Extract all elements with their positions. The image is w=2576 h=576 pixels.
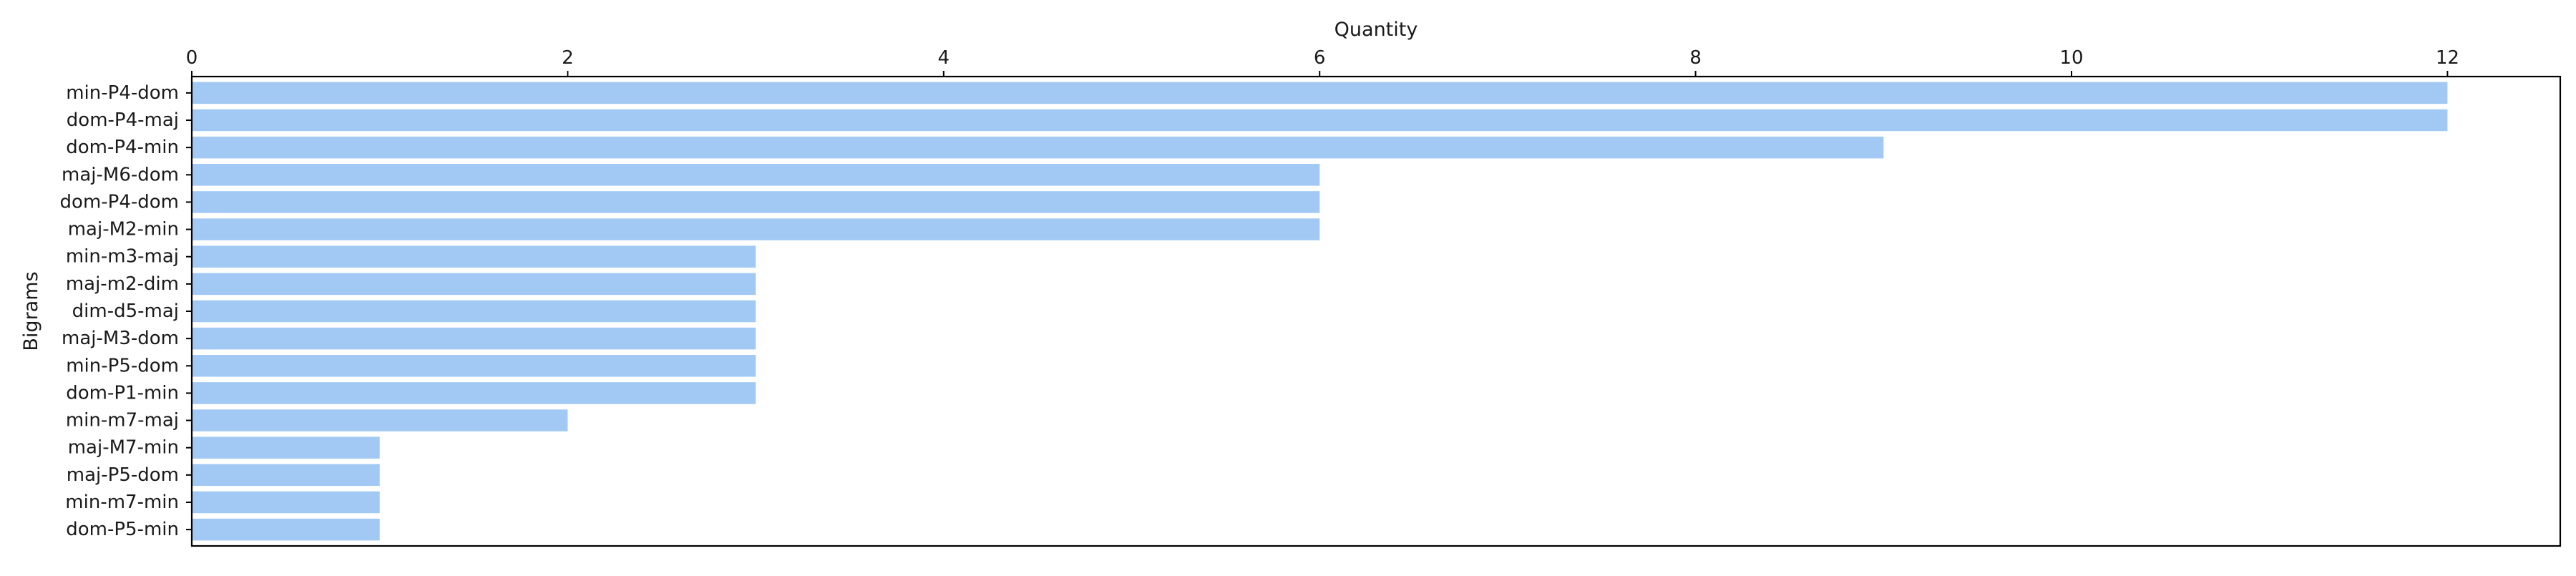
y-tick-label: min-m7-min	[65, 492, 179, 513]
bar-min-P4-dom	[192, 82, 2448, 104]
bar-min-m7-min	[192, 491, 380, 514]
y-tick-label: dom-P5-min	[66, 519, 179, 540]
y-axis-label: Bigrams	[20, 271, 42, 351]
bar-dim-d5-maj	[192, 300, 756, 323]
bar-maj-M3-dom	[192, 327, 756, 350]
y-tick-label: dom-P4-dom	[60, 191, 179, 213]
y-axis-ticks: min-P4-dom dom-P4-maj dom-P4-min maj-M6-dom…	[60, 82, 192, 540]
x-tick-label: 4	[938, 47, 950, 69]
x-tick-label: 12	[2436, 47, 2459, 69]
bar-dom-P1-min	[192, 382, 756, 404]
y-tick-label: maj-M6-dom	[62, 164, 179, 185]
bar-maj-M2-min	[192, 218, 1320, 240]
x-tick-label: 10	[2059, 47, 2083, 69]
x-tick-label: 8	[1689, 47, 1702, 69]
bar-dom-P5-min	[192, 518, 380, 541]
bar-maj-P5-dom	[192, 464, 380, 487]
x-tick-label: 0	[186, 47, 198, 69]
y-tick-label: dom-P1-min	[66, 382, 179, 404]
bar-maj-M6-dom	[192, 164, 1320, 186]
y-tick-label: min-P4-dom	[66, 82, 179, 104]
bar-maj-m2-dim	[192, 273, 756, 296]
y-tick-label: maj-m2-dim	[66, 273, 179, 295]
x-tick-label: 2	[562, 47, 574, 69]
y-tick-label: dim-d5-maj	[72, 301, 179, 322]
y-tick-label: maj-M2-min	[68, 219, 179, 240]
bar-dom-P4-dom	[192, 191, 1320, 213]
y-tick-label: dom-P4-min	[66, 137, 179, 158]
bars-layer	[192, 82, 2448, 541]
bar-min-m3-maj	[192, 245, 756, 268]
y-tick-label: dom-P4-maj	[67, 109, 179, 131]
x-axis-label: Quantity	[1335, 19, 1418, 41]
bar-min-m7-maj	[192, 409, 568, 431]
bar-min-P5-dom	[192, 355, 756, 377]
y-tick-label: min-m7-maj	[66, 410, 179, 431]
y-tick-label: min-P5-dom	[66, 355, 179, 376]
bar-dom-P4-min	[192, 136, 1884, 159]
x-tick-label: 6	[1314, 47, 1326, 69]
x-axis-ticks: 0 2 4 6 8 10 12	[186, 47, 2459, 77]
y-tick-label: min-m3-maj	[66, 246, 179, 268]
bar-maj-M7-min	[192, 436, 380, 459]
y-tick-label: maj-P5-dom	[67, 464, 179, 486]
bar-dom-P4-maj	[192, 109, 2448, 132]
y-tick-label: maj-M7-min	[68, 437, 179, 459]
y-tick-label: maj-M3-dom	[62, 328, 179, 349]
